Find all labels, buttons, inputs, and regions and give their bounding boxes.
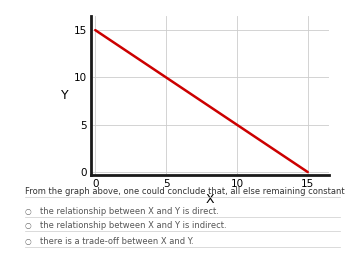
- Text: there is a trade-off between X and Y.: there is a trade-off between X and Y.: [40, 237, 194, 246]
- Text: the relationship between X and Y is direct.: the relationship between X and Y is dire…: [40, 207, 219, 216]
- Text: the relationship between X and Y is indirect.: the relationship between X and Y is indi…: [40, 221, 227, 230]
- Y-axis label: Y: Y: [62, 89, 69, 102]
- Text: ○: ○: [25, 237, 31, 246]
- Text: From the graph above, one could conclude that, all else remaining constant: From the graph above, one could conclude…: [25, 187, 344, 196]
- X-axis label: X: X: [206, 193, 214, 206]
- Text: ○: ○: [25, 207, 31, 216]
- Text: ○: ○: [25, 221, 31, 230]
